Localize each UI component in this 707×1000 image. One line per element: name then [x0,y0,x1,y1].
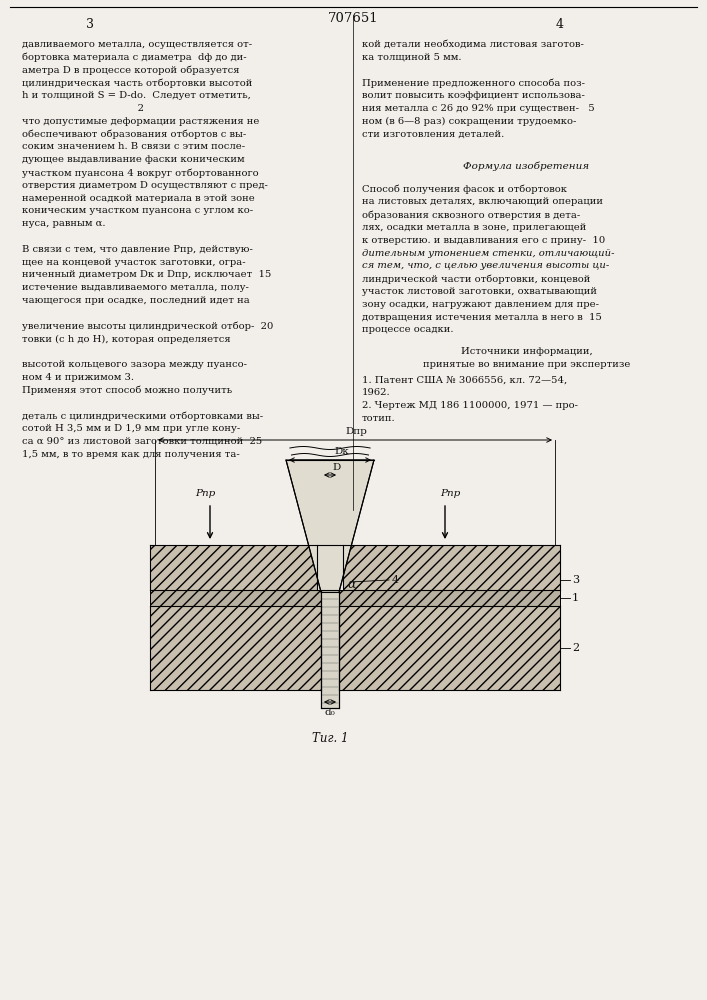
Text: ном (в 6—8 раз) сокращении трудоемко-: ном (в 6—8 раз) сокращении трудоемко- [362,117,576,126]
Text: α: α [348,578,356,591]
Text: 1: 1 [572,593,579,603]
Text: 2: 2 [572,643,579,653]
Text: образования сквозного отверстия в дета-: образования сквозного отверстия в дета- [362,210,580,220]
Text: Формула изобретения: Формула изобретения [463,162,590,171]
Text: Способ получения фасок и отбортовок: Способ получения фасок и отбортовок [362,185,567,194]
Text: намеренной осадкой материала в этой зоне: намеренной осадкой материала в этой зоне [22,194,255,203]
Polygon shape [321,590,339,708]
Text: Рпр: Рпр [440,489,460,498]
Text: соким значением h. В связи с этим после-: соким значением h. В связи с этим после- [22,142,245,151]
Text: 4: 4 [392,575,399,585]
Polygon shape [339,606,560,690]
Polygon shape [339,590,560,606]
Text: 1. Патент США № 3066556, кл. 72—54,: 1. Патент США № 3066556, кл. 72—54, [362,375,567,384]
Polygon shape [150,606,321,690]
Text: ся тем, что, с целью увеличения высоты ци-: ся тем, что, с целью увеличения высоты ц… [362,261,609,270]
Text: D: D [332,463,340,472]
Text: что допустимые деформации растяжения не: что допустимые деформации растяжения не [22,117,259,126]
Text: щее на концевой участок заготовки, огра-: щее на концевой участок заготовки, огра- [22,258,245,267]
Text: на листовых деталях, включающий операции: на листовых деталях, включающий операции [362,197,603,206]
Text: 4: 4 [556,18,564,31]
Text: са α 90° из листовой заготовки толщиной  25: са α 90° из листовой заготовки толщиной … [22,437,262,446]
Text: истечение выдавливаемого металла, полу-: истечение выдавливаемого металла, полу- [22,283,249,292]
Text: волит повысить коэффициент использова-: волит повысить коэффициент использова- [362,91,585,100]
Polygon shape [150,590,321,606]
Text: линдрической части отбортовки, концевой: линдрической части отбортовки, концевой [362,274,590,284]
Text: к отверстию. и выдавливания его с прину-  10: к отверстию. и выдавливания его с прину-… [362,236,605,245]
Text: высотой кольцевого зазора между пуансо-: высотой кольцевого зазора между пуансо- [22,360,247,369]
Text: дотвращения истечения металла в него в  15: дотвращения истечения металла в него в 1… [362,313,602,322]
Text: В связи с тем, что давление Pпр, действую-: В связи с тем, что давление Pпр, действу… [22,245,253,254]
Text: нуса, равным α.: нуса, равным α. [22,219,105,228]
Text: деталь с цилиндрическими отбортовками вы-: деталь с цилиндрическими отбортовками вы… [22,411,263,421]
Text: тотип.: тотип. [362,414,396,423]
Text: ном 4 и прижимом 3.: ном 4 и прижимом 3. [22,373,134,382]
Text: участок листовой заготовки, охватывающий: участок листовой заготовки, охватывающий [362,287,597,296]
Text: ниченный диаметром Dк и Dпр, исключает  15: ниченный диаметром Dк и Dпр, исключает 1… [22,270,271,279]
Text: d₀: d₀ [325,708,335,717]
Text: 1,5 мм, в то время как для получения та-: 1,5 мм, в то время как для получения та- [22,450,240,459]
Text: Τиг. 1: Τиг. 1 [312,732,349,745]
Text: Dпр: Dпр [345,427,367,436]
Text: ка толщиной 5 мм.: ка толщиной 5 мм. [362,53,462,62]
Polygon shape [286,460,374,592]
Text: h и толщиной S = D-dо.  Следует отметить,: h и толщиной S = D-dо. Следует отметить, [22,91,251,100]
Text: Применяя этот способ можно получить: Применяя этот способ можно получить [22,386,232,395]
Text: отверстия диаметром D осуществляют с пред-: отверстия диаметром D осуществляют с пре… [22,181,268,190]
Text: ния металла с 26 до 92% при существен-   5: ния металла с 26 до 92% при существен- 5 [362,104,595,113]
Text: давливаемого металла, осуществляется от-: давливаемого металла, осуществляется от- [22,40,252,49]
Text: процессе осадки.: процессе осадки. [362,325,453,334]
Text: дительным утонением стенки, отличающий-: дительным утонением стенки, отличающий- [362,249,614,258]
Text: принятые во внимание при экспертизе: принятые во внимание при экспертизе [423,360,630,369]
Text: Рпр: Рпр [195,489,215,498]
Text: цилиндрическая часть отбортовки высотой: цилиндрическая часть отбортовки высотой [22,78,252,88]
Text: обеспечивают образования отбортов с вы-: обеспечивают образования отбортов с вы- [22,130,246,139]
Text: дующее выдавливание фаски коническим: дующее выдавливание фаски коническим [22,155,245,164]
Text: коническим участком пуансона с углом ко-: коническим участком пуансона с углом ко- [22,206,253,215]
Text: бортовка материала с диаметра  dф до ди-: бортовка материала с диаметра dф до ди- [22,53,247,62]
Text: сотой H 3,5 мм и D 1,9 мм при угле кону-: сотой H 3,5 мм и D 1,9 мм при угле кону- [22,424,240,433]
Text: 3: 3 [86,18,94,31]
Text: Источники информации,: Источники информации, [461,347,592,356]
Text: лях, осадки металла в зоне, прилегающей: лях, осадки металла в зоне, прилегающей [362,223,586,232]
Polygon shape [343,545,560,590]
Text: товки (с h до H), которая определяется: товки (с h до H), которая определяется [22,334,230,344]
Text: увеличение высоты цилиндрической отбор-  20: увеличение высоты цилиндрической отбор- … [22,322,274,331]
Text: сти изготовления деталей.: сти изготовления деталей. [362,130,504,139]
Text: Применение предложенного способа поз-: Применение предложенного способа поз- [362,78,585,88]
Polygon shape [150,545,317,590]
Text: 2: 2 [22,104,144,113]
Text: 3: 3 [572,575,579,585]
Text: 2. Чертеж МД 186 1100000, 1971 — про-: 2. Чертеж МД 186 1100000, 1971 — про- [362,401,578,410]
Text: участком пуансона 4 вокруг отбортованного: участком пуансона 4 вокруг отбортованног… [22,168,259,178]
Text: кой детали необходима листовая заготов-: кой детали необходима листовая заготов- [362,40,584,49]
Text: чающегося при осадке, последний идет на: чающегося при осадке, последний идет на [22,296,250,305]
Text: Dк: Dк [334,447,349,456]
Text: аметра D в процессе которой образуется: аметра D в процессе которой образуется [22,66,240,75]
Text: 1962.: 1962. [362,388,391,397]
Text: 707651: 707651 [327,11,378,24]
Text: зону осадки, нагружают давлением для пре-: зону осадки, нагружают давлением для пре… [362,300,599,309]
